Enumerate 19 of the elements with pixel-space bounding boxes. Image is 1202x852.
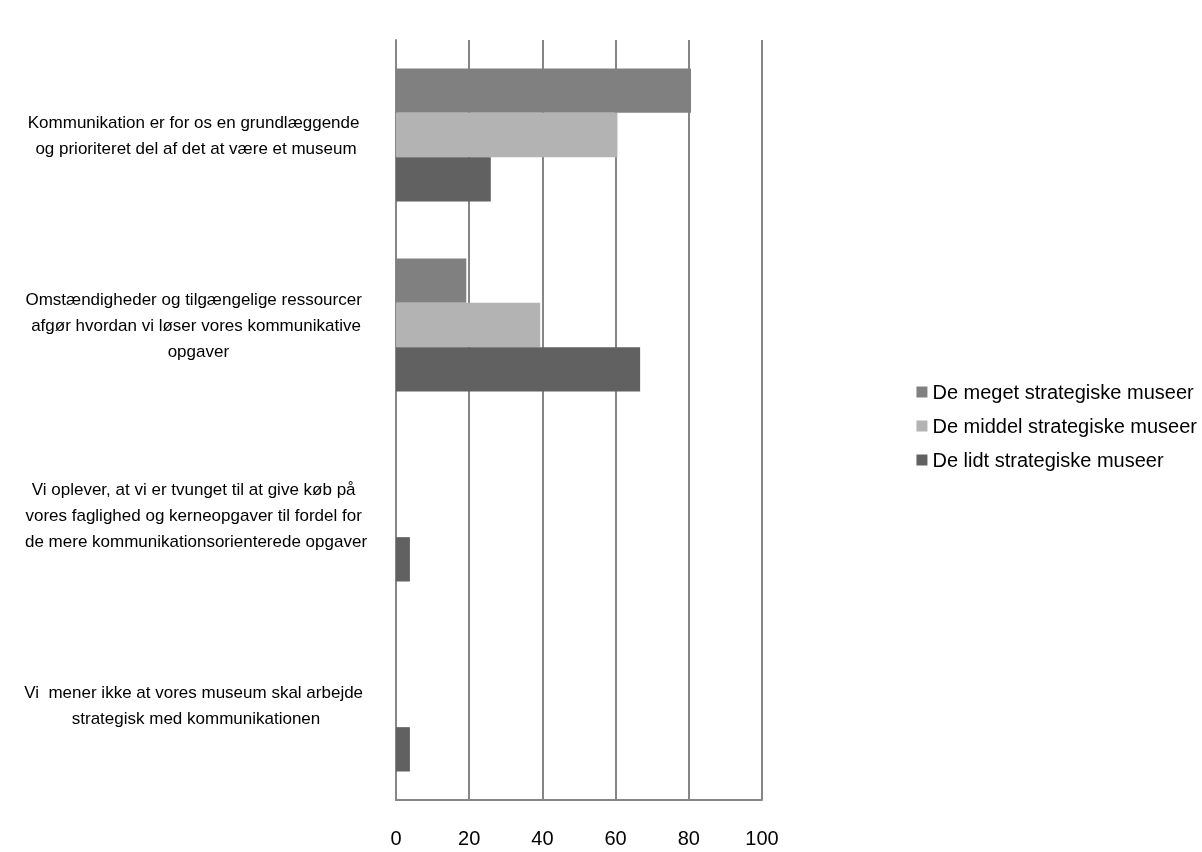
- bar: [396, 157, 491, 202]
- x-tick-label: 20: [458, 827, 481, 849]
- legend-label: De lidt strategiske museer: [932, 449, 1164, 471]
- bar: [396, 112, 618, 158]
- bar: [396, 727, 410, 772]
- y-tick-label: Vi mener ikke at vores museum skal arbejde strategisk med kommunikationen: [24, 682, 368, 728]
- x-tick-label: 40: [531, 827, 554, 849]
- bar: [396, 347, 641, 392]
- legend-label: De meget strategiske museer: [932, 381, 1195, 403]
- bar: [396, 537, 410, 582]
- x-tick-label: 100: [745, 827, 779, 849]
- bar: [396, 302, 541, 348]
- x-tick-label: 60: [604, 827, 627, 849]
- x-tick-label: 0: [390, 827, 402, 849]
- y-tick-label: Vi oplever, at vi er tvunget til at give køb på vores faglighed og kerneopgaver til fordel for de mere kommunikationsorienterede opgaver: [24, 479, 368, 551]
- x-tick-label: 80: [677, 827, 700, 849]
- y-tick-label: Omstændigheder og tilgængelige ressourcer afgør hvordan vi løser vores kommunikative opgaver: [25, 289, 367, 361]
- y-tick-label: Kommunikation er for os en grundlæggende og prioriteret del af det at være et museum: [27, 112, 365, 158]
- legend-label: De middel strategiske museer: [932, 415, 1198, 437]
